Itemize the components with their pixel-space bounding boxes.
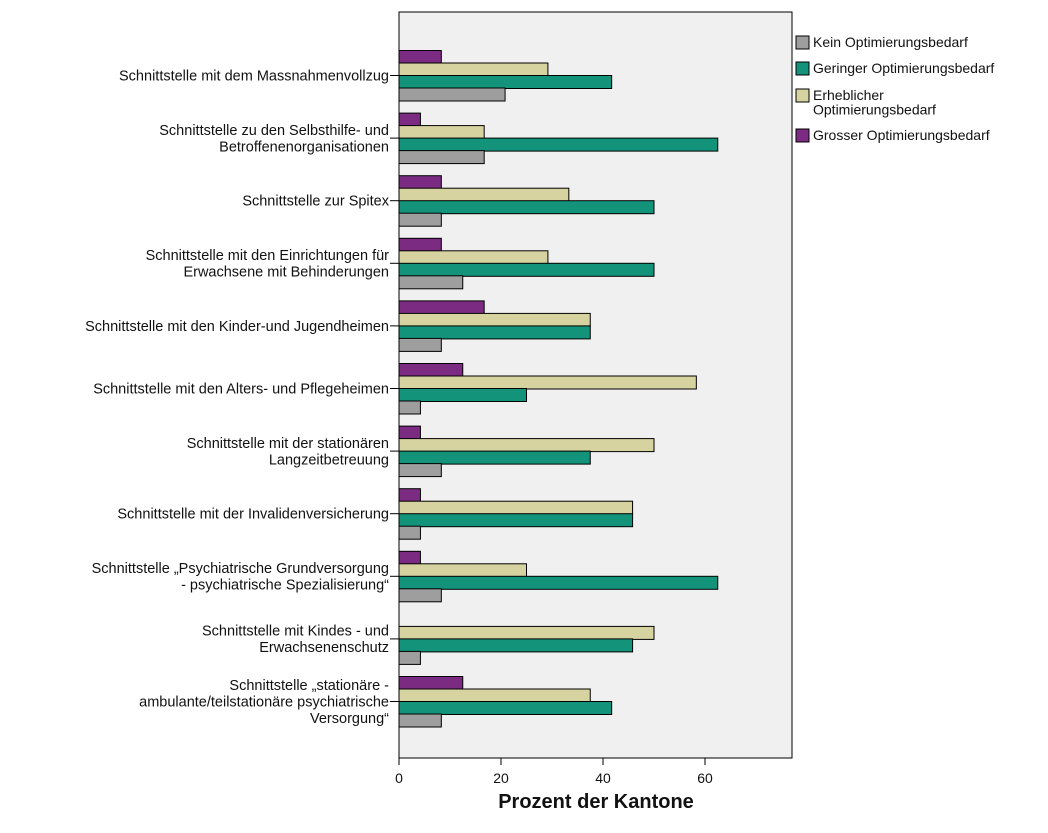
bar: [398, 450, 591, 465]
category-label: Schnittstelle zu den Selbsthilfe- und: [159, 123, 389, 139]
legend-label: Kein Optimierungsbedarf: [813, 34, 968, 50]
bar: [398, 713, 442, 728]
bar: [398, 175, 442, 190]
category-label: - psychiatrische Spezialisierung“: [181, 578, 389, 594]
bar: [398, 388, 527, 402]
category-label: Versorgung“: [310, 711, 389, 727]
category-label: Schnittstelle mit den Alters- und Pflege…: [93, 382, 389, 398]
bar: [398, 688, 591, 703]
bar: [398, 375, 697, 390]
bar: [398, 62, 549, 77]
bar: [398, 237, 442, 252]
x-axis: 0 20 40 60: [395, 758, 713, 786]
bar: [398, 625, 655, 640]
x-tick-label: 40: [595, 770, 611, 786]
bar: [398, 513, 634, 528]
bar: [398, 337, 442, 352]
bar: [398, 588, 442, 603]
bar: [398, 363, 464, 377]
bar: [398, 312, 591, 327]
bar: [398, 650, 421, 665]
category-labels: Schnittstelle mit dem Massnahmenvollzug S…: [85, 69, 399, 727]
category-label: Schnittstelle mit dem Massnahmenvollzug: [119, 69, 389, 85]
legend: Kein Optimierungsbedarf Geringer Optimier…: [795, 34, 994, 143]
category-label: Schnittstelle mit Kindes - und: [202, 624, 389, 640]
bar: [398, 262, 655, 277]
category-label: Langzeitbetreuung: [269, 452, 389, 468]
bar: [398, 575, 719, 590]
category-label: Schnittstelle „Psychiatrische Grundverso…: [92, 561, 389, 577]
bar: [398, 488, 421, 503]
category-label: Schnittstelle mit der stationären: [187, 436, 389, 452]
legend-label: Grosser Optimierungsbedarf: [813, 127, 990, 143]
legend-swatch: [795, 35, 810, 50]
bar: [398, 325, 591, 340]
bar: [398, 50, 442, 64]
legend-label: Erheblicher: [813, 87, 884, 103]
legend-label: Optimierungsbedarf: [813, 102, 936, 118]
bar: [398, 125, 485, 140]
x-tick-label: 0: [395, 770, 403, 786]
x-tick-label: 20: [493, 770, 509, 786]
bar: [398, 550, 421, 565]
legend-swatch: [795, 128, 810, 143]
bar: [398, 425, 421, 440]
category-label: Erwachsene mit Behinderungen: [183, 265, 389, 281]
x-tick-label: 60: [697, 770, 713, 786]
legend-label: Geringer Optimierungsbedarf: [813, 60, 994, 76]
bar: [398, 525, 421, 540]
legend-swatch: [795, 88, 810, 103]
x-axis-title: Prozent der Kantone: [498, 791, 694, 813]
bar: [398, 212, 442, 227]
bars-group: [398, 50, 719, 728]
category-label: ambulante/teilstationäre psychiatrische: [139, 695, 389, 711]
bar: [398, 676, 464, 690]
bar: [398, 638, 634, 653]
bar: [398, 463, 442, 478]
bar: [398, 87, 506, 102]
bar: [398, 200, 655, 215]
category-label: Schnittstelle mit den Kinder-und Jugendh…: [85, 319, 389, 335]
category-label: Schnittstelle mit der Invalidenversicher…: [117, 507, 389, 523]
category-label: Schnittstelle zur Spitex: [242, 194, 389, 210]
bar: [398, 438, 655, 453]
bar: [398, 563, 527, 578]
bar: [398, 75, 613, 89]
category-label: Schnittstelle „stationäre -: [229, 678, 389, 694]
category-label: Schnittstelle mit den Einrichtungen für: [146, 248, 390, 264]
bar: [398, 137, 719, 152]
bar: [398, 150, 485, 165]
bar: [398, 275, 464, 290]
legend-swatch: [795, 61, 810, 76]
bar: [398, 187, 570, 202]
bar: [398, 300, 485, 315]
bar: [398, 400, 421, 415]
category-label: Betroffenenorganisationen: [219, 139, 389, 155]
bar: [398, 701, 613, 715]
bar: [398, 250, 549, 265]
bar: [398, 112, 421, 127]
category-label: Erwachsenenschutz: [259, 640, 389, 656]
bar: [398, 500, 634, 515]
